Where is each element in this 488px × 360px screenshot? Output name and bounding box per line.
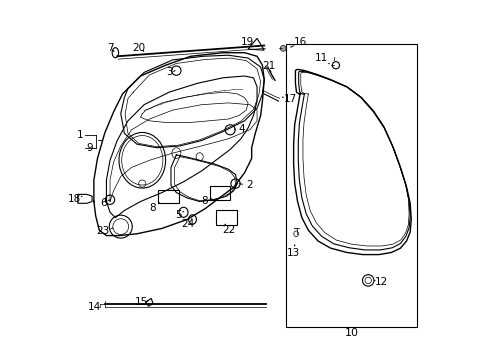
- Bar: [215, 211, 237, 225]
- Text: 13: 13: [286, 248, 300, 258]
- Ellipse shape: [280, 45, 285, 51]
- Text: 6: 6: [101, 198, 107, 208]
- Text: 21: 21: [262, 61, 275, 71]
- Bar: [158, 190, 179, 203]
- Text: 10: 10: [345, 328, 358, 338]
- Text: 17: 17: [283, 94, 296, 104]
- Bar: [285, 44, 416, 327]
- Text: 8: 8: [149, 203, 156, 213]
- Text: 14: 14: [88, 302, 101, 312]
- Text: 1: 1: [77, 130, 83, 140]
- Text: 9: 9: [86, 143, 93, 153]
- Text: 24: 24: [181, 219, 194, 229]
- Text: 16: 16: [294, 37, 307, 46]
- Text: 11: 11: [314, 53, 327, 63]
- Text: 3: 3: [165, 67, 172, 77]
- Text: 20: 20: [132, 43, 145, 53]
- Text: 5: 5: [175, 210, 182, 220]
- Text: 7: 7: [107, 43, 113, 53]
- Text: 15: 15: [134, 297, 147, 307]
- Text: 18: 18: [67, 194, 81, 204]
- Bar: [210, 186, 230, 200]
- Text: 2: 2: [245, 180, 252, 190]
- Text: 22: 22: [222, 225, 235, 235]
- Text: 23: 23: [97, 226, 110, 236]
- Text: 19: 19: [241, 37, 254, 46]
- Text: 4: 4: [238, 124, 244, 134]
- Text: 12: 12: [374, 277, 387, 287]
- Text: 8: 8: [202, 196, 208, 206]
